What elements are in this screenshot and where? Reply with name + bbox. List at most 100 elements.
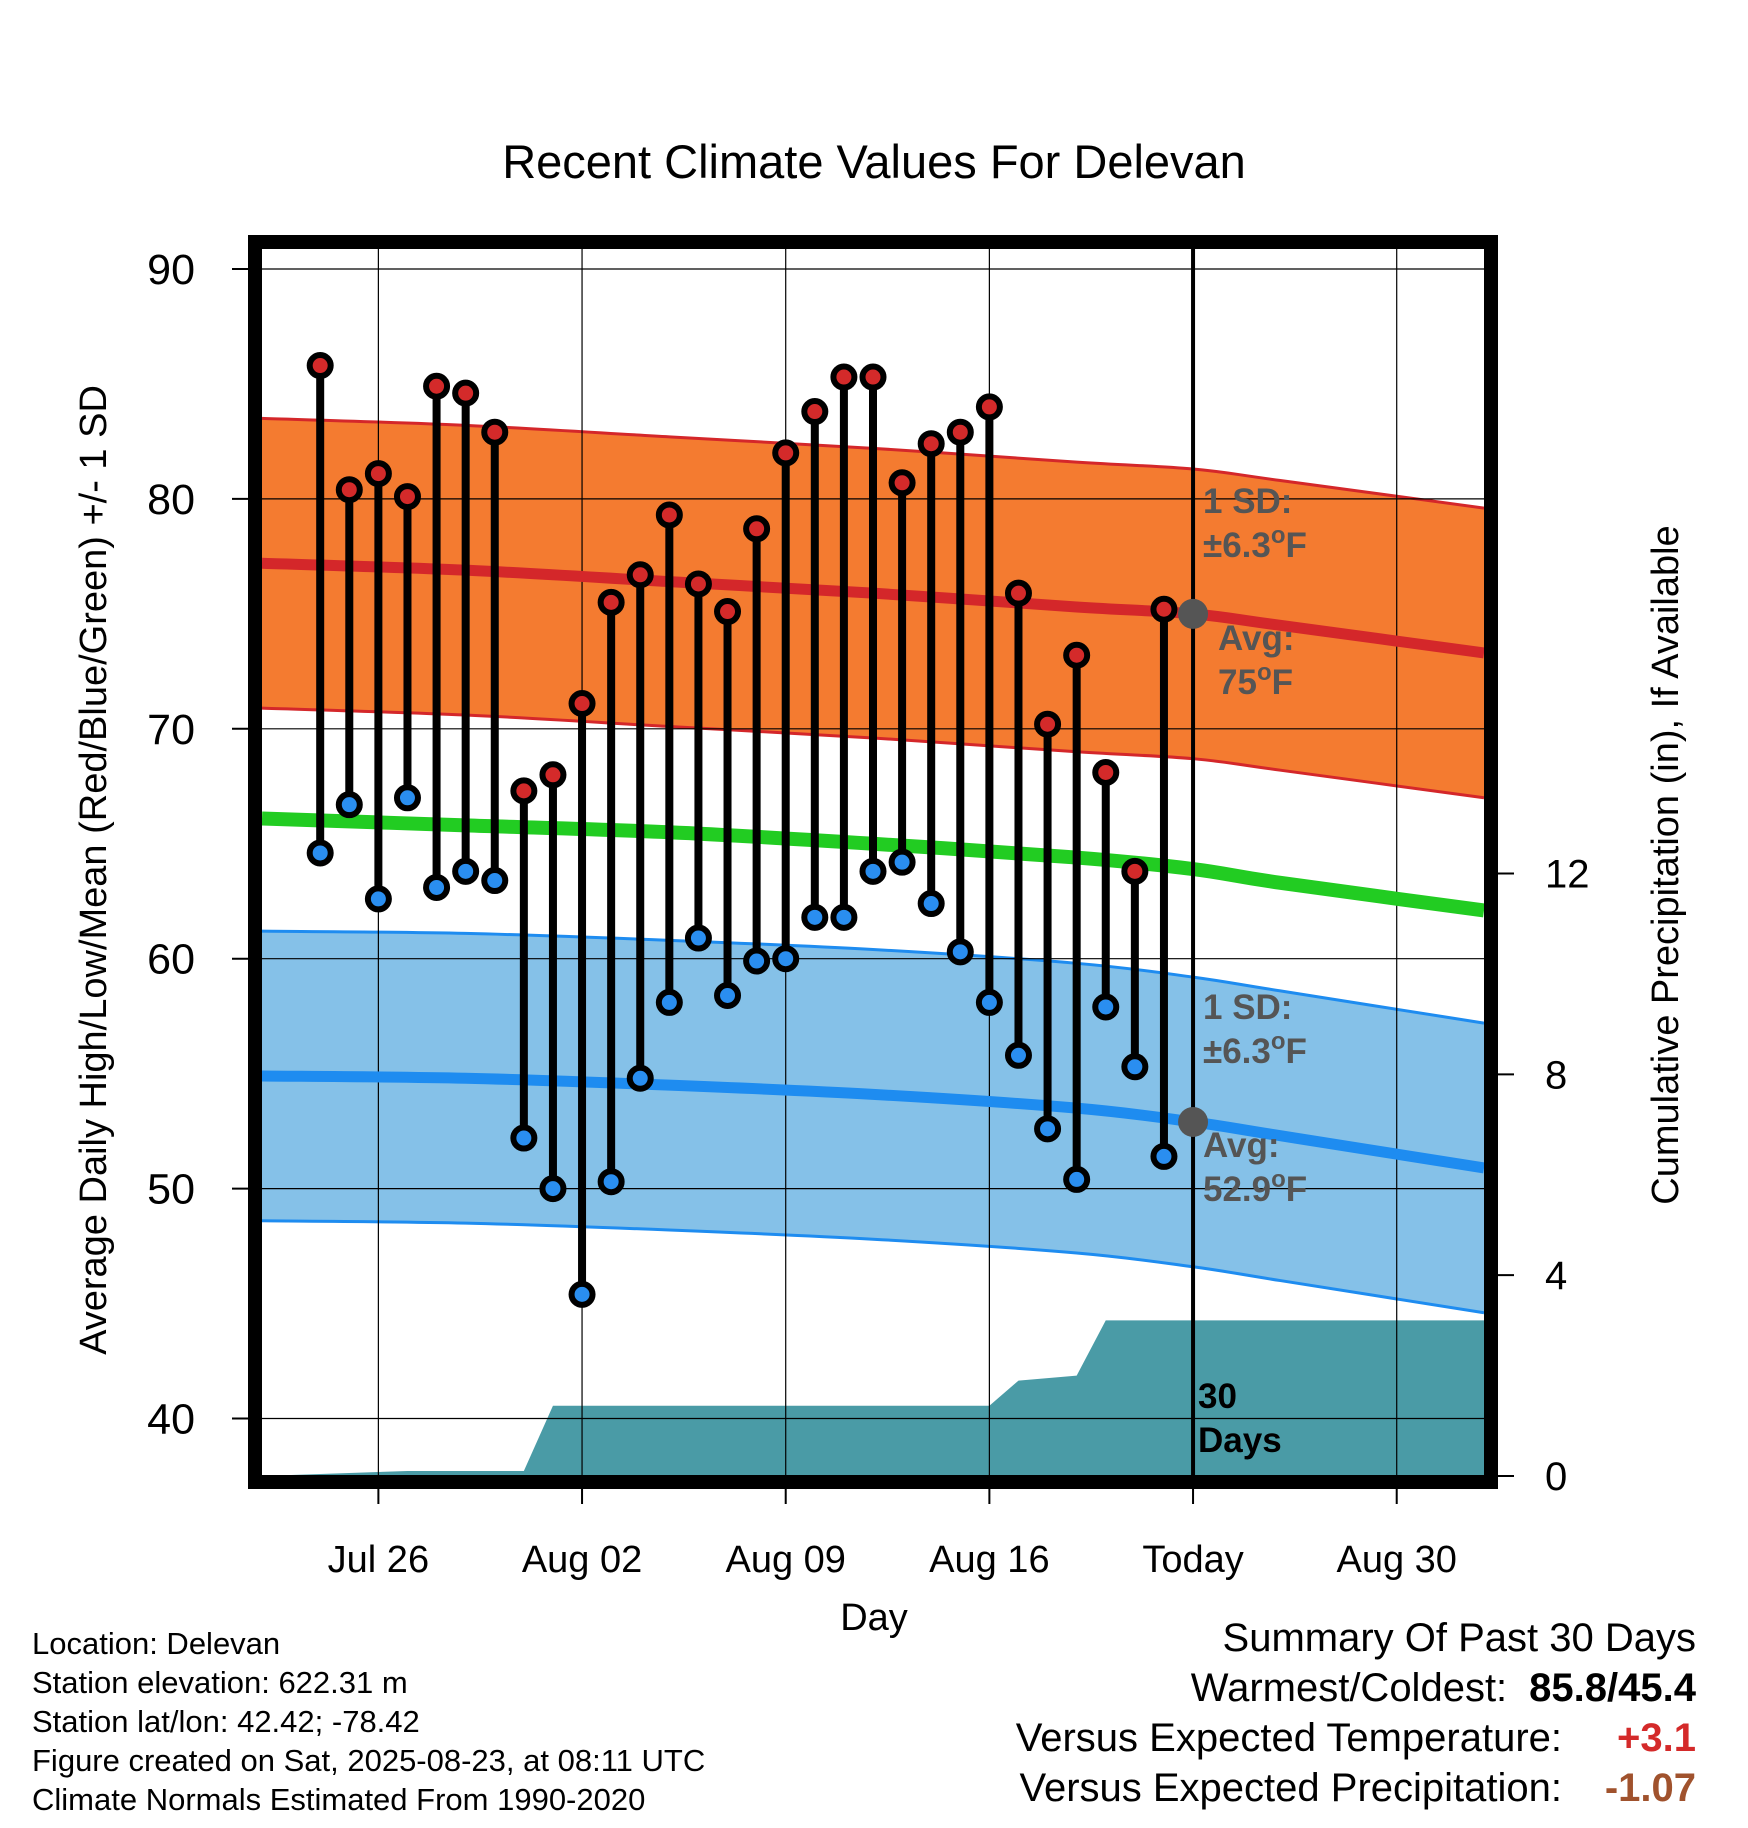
low-avg-annotation-label: Avg: <box>1203 1126 1279 1165</box>
plot-frame <box>248 235 1498 1489</box>
low-avg-annotation-unit: F <box>1286 1170 1307 1209</box>
daily-high-marker <box>975 393 1003 421</box>
daily-low-marker <box>568 1280 596 1308</box>
daily-low-marker <box>946 938 974 966</box>
daily-high-marker <box>801 398 829 426</box>
y-tick-label: 60 <box>147 936 195 984</box>
daily-low-marker <box>801 903 829 931</box>
daily-high-marker <box>684 570 712 598</box>
high-sd-annotation-unit: F <box>1286 526 1307 565</box>
low-sd-annotation-number: ±6.3 <box>1203 1032 1271 1071</box>
y2-tick-label: 12 <box>1545 853 1590 897</box>
x-tick-label: Aug 02 <box>522 1539 642 1581</box>
daily-high-marker <box>743 515 771 543</box>
daily-high-marker <box>597 588 625 616</box>
y2-axis-label: Cumulative Precipitation (in), If Availa… <box>1645 525 1687 1204</box>
daily-low-marker <box>743 947 771 975</box>
cumulative-precip-area <box>262 1320 1484 1476</box>
daily-low-marker <box>975 988 1003 1016</box>
precip-value: -1.07 <box>1604 1766 1696 1810</box>
y-tick-label: 90 <box>147 246 195 294</box>
y-tick-label: 40 <box>147 1396 195 1444</box>
daily-high-marker <box>335 476 363 504</box>
daily-low-marker <box>1034 1115 1062 1143</box>
daily-high-marker <box>714 598 742 626</box>
high-avg-today-marker <box>1178 598 1209 629</box>
daily-low-marker <box>888 848 916 876</box>
daily-high-marker <box>859 363 887 391</box>
low-sd-band <box>262 931 1484 1313</box>
high-avg-annotation-unit: F <box>1272 663 1293 702</box>
high-sd-annotation-label: 1 SD: <box>1203 482 1292 521</box>
daily-high-marker <box>772 439 800 467</box>
daily-low-marker <box>772 945 800 973</box>
daily-high-marker <box>626 561 654 589</box>
x-tick-label: Aug 30 <box>1336 1539 1456 1581</box>
daily-low-marker <box>1150 1142 1178 1170</box>
daily-high-marker <box>1034 710 1062 738</box>
daily-low-marker <box>306 839 334 867</box>
elevation-text: Station elevation: 622.31 m <box>32 1665 408 1700</box>
daily-low-marker <box>655 988 683 1016</box>
mean-normal-line <box>261 811 1485 918</box>
high-avg-annotation-value: 75oF <box>1218 659 1293 702</box>
high-sd-band-upper-edge <box>261 416 1485 510</box>
low-sd-band-upper-edge <box>261 929 1485 1025</box>
daily-high-marker <box>1092 758 1120 786</box>
low-avg-today-marker <box>1178 1106 1209 1137</box>
daily-high-marker <box>1150 595 1178 623</box>
low-sd-annotation-degree: o <box>1271 1028 1286 1055</box>
warm-cold-value: 85.8/45.4 <box>1529 1666 1696 1710</box>
daily-high-marker <box>364 460 392 488</box>
daily-high-marker <box>306 352 334 380</box>
chart-title: Recent Climate Values For Delevan <box>502 135 1246 188</box>
low-avg-annotation-number: 52.9 <box>1203 1170 1271 1209</box>
y2-tick-label: 8 <box>1545 1053 1567 1097</box>
daily-high-marker <box>830 363 858 391</box>
temp-label: Versus Expected Temperature: <box>1015 1716 1562 1760</box>
summary-precip-row: Versus Expected Precipitation: -1.07 <box>1019 1766 1696 1811</box>
daily-high-marker <box>452 379 480 407</box>
daily-low-marker <box>539 1175 567 1203</box>
y2-tick-label: 4 <box>1545 1254 1567 1298</box>
daily-high-marker <box>481 418 509 446</box>
high-sd-annotation-number: ±6.3 <box>1203 526 1271 565</box>
summary-title: Summary Of Past 30 Days <box>1222 1616 1696 1660</box>
high-normal-line <box>261 557 1485 659</box>
y2-tick-label: 0 <box>1545 1455 1567 1499</box>
daily-low-marker <box>335 791 363 819</box>
location-text: Location: Delevan <box>32 1626 281 1661</box>
low-normal-line <box>261 1070 1485 1174</box>
daily-low-marker <box>626 1064 654 1092</box>
daily-low-marker <box>1004 1041 1032 1069</box>
daily-low-marker <box>510 1124 538 1152</box>
daily-high-marker <box>655 501 683 529</box>
y-tick-label: 50 <box>147 1166 195 1214</box>
x-tick-label: Today <box>1142 1539 1243 1581</box>
daily-low-marker <box>452 857 480 885</box>
low-sd-annotation-label: 1 SD: <box>1203 988 1292 1027</box>
y-axis-label: Average Daily High/Low/Mean (Red/Blue/Gr… <box>73 385 115 1355</box>
window-label-days: Days <box>1198 1421 1282 1460</box>
daily-high-marker <box>1121 857 1149 885</box>
high-avg-annotation-degree: o <box>1257 659 1272 686</box>
daily-high-marker <box>568 690 596 718</box>
y-tick-label: 80 <box>147 476 195 524</box>
low-avg-annotation-value: 52.9oF <box>1203 1166 1307 1209</box>
low-sd-band-lower-edge <box>261 1219 1485 1315</box>
daily-high-marker <box>539 761 567 789</box>
daily-low-marker <box>597 1168 625 1196</box>
warm-cold-label: Warmest/Coldest: <box>1190 1666 1508 1710</box>
daily-low-marker <box>1063 1165 1091 1193</box>
daily-high-marker <box>423 372 451 400</box>
summary-warm-cold-row: Warmest/Coldest: 85.8/45.4 <box>1191 1666 1696 1711</box>
daily-low-marker <box>1121 1053 1149 1081</box>
x-tick-label: Aug 16 <box>929 1539 1049 1581</box>
high-sd-annotation-value: ±6.3oF <box>1203 522 1307 565</box>
high-avg-annotation-number: 75 <box>1218 663 1257 702</box>
daily-low-marker <box>684 924 712 952</box>
daily-high-marker <box>393 483 421 511</box>
x-tick-label: Aug 09 <box>725 1539 845 1581</box>
low-avg-annotation-degree: o <box>1271 1166 1286 1193</box>
